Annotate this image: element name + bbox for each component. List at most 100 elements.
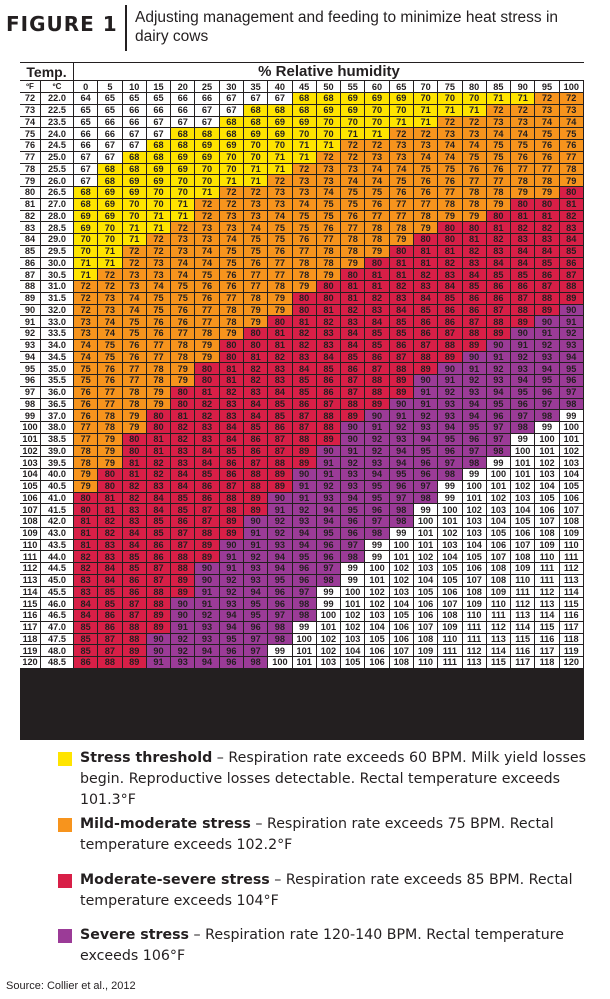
table-row: 72 22.0 64 65 65 65 66 66 67 67 67 68 68 69 69 69 70 70 70…: [20, 93, 584, 105]
thi-cell: 72: [438, 116, 463, 128]
thi-cell: 76: [98, 375, 123, 386]
thi-cell: 69: [243, 128, 269, 139]
thi-cell: 78: [74, 445, 99, 457]
thi-cell: 98: [438, 469, 463, 480]
thi-cell: 81: [122, 457, 147, 468]
thi-cell: 69: [98, 210, 123, 222]
thi-cell: 70: [122, 210, 147, 222]
temp-c-label: 35.0: [41, 363, 74, 374]
table-row: 91 33.0 73 74 75 76 76 77 78 79 80 81 82 83 84 85 86 86 87…: [20, 316, 584, 328]
thi-cell: 79: [316, 269, 342, 280]
thi-cell: 81: [365, 281, 390, 292]
thi-cell: 83: [535, 234, 560, 245]
thi-cell: 92: [486, 363, 512, 374]
thi-cell: 85: [486, 269, 512, 280]
thi-cell: 96: [413, 457, 439, 468]
thi-cell: 97: [511, 410, 536, 421]
thi-cell: 80: [486, 210, 512, 222]
table-row: 111 44.0 82 83 85 86 88 89 91 92 94 95 96 98 99 101 102 1…: [20, 551, 584, 563]
temp-f-label: 90: [20, 304, 41, 316]
temp-f-label: 117: [20, 621, 41, 633]
thi-cell: 92: [316, 480, 342, 492]
thi-cell: 89: [171, 574, 196, 586]
header-divider: [125, 5, 127, 51]
thi-cell: 75: [486, 140, 512, 151]
thi-cell: 86: [122, 574, 147, 586]
humidity-tick-label: 80: [462, 81, 487, 92]
table-row: 88 31.0 72 72 73 74 75 76 76 77 78 79 80 81 81 82 83 84 85…: [20, 281, 584, 293]
thi-cell: 86: [146, 539, 172, 551]
temp-c-label: 43.0: [41, 527, 74, 539]
thi-cell: 96: [243, 621, 269, 633]
thi-cell: 102: [438, 527, 463, 539]
thi-cell: 87: [171, 527, 196, 539]
header-row-2: ºF ºC 0 5 10 15 20 25 30 35 40 45 50 55 60 65 70 75 80 85 90…: [20, 81, 584, 93]
thi-cell: 68: [316, 93, 342, 104]
thi-cell: 86: [559, 257, 584, 269]
table-row: 83 28.5 69 70 71 71 72 73 73 74 75 75 76 77 78 78 79 80 80…: [20, 222, 584, 234]
thi-cell: 93: [316, 492, 342, 504]
thi-cell: 74: [559, 116, 584, 128]
thi-cell: 80: [98, 480, 123, 492]
thi-cell: 88: [146, 598, 172, 609]
thi-cell: 81: [413, 257, 439, 269]
humidity-tick-label: 100: [559, 81, 584, 92]
thi-cell: 88: [219, 504, 244, 515]
temp-f-label: 97: [20, 386, 41, 398]
thi-cell: 71: [341, 128, 366, 139]
temp-c-label: 35.5: [41, 375, 74, 386]
thi-cell: 79: [195, 351, 220, 363]
thi-cell: 71: [511, 93, 536, 104]
thi-cell: 82: [98, 516, 123, 527]
thi-cell: 72: [171, 222, 196, 233]
thi-cell: 88: [316, 410, 342, 421]
thi-cell: 87: [292, 422, 317, 433]
thi-cell: 82: [511, 222, 536, 233]
thi-cell: 75: [316, 198, 342, 210]
table-row: 109 43.0 81 82 84 85 87 88 89 91 92 94 95 96 98 99 101 10…: [20, 527, 584, 540]
thi-cell: 96: [341, 527, 366, 539]
legend-name: Stress threshold: [80, 750, 213, 766]
thi-cell: 104: [559, 469, 584, 480]
temp-f-label: 93: [20, 339, 41, 351]
thi-cell: 74: [195, 245, 220, 257]
thi-cell: 100: [559, 422, 584, 433]
thi-cell: 74: [438, 140, 463, 151]
table-row: 80 26.5 68 69 69 70 70 71 72 72 73 73 74 75 75 76 76 77 78…: [20, 187, 584, 199]
thi-cell: 87: [486, 304, 512, 316]
thi-cell: 76: [171, 304, 196, 316]
thi-cell: 95: [438, 433, 463, 445]
table-row: 75 24.0 66 66 67 67 68 68 68 69 69 70 70 71 71 72 72 73 73…: [20, 128, 584, 140]
thi-cell: 101: [389, 551, 414, 562]
thi-cell: 78: [462, 187, 487, 198]
thi-cell: 106: [365, 657, 390, 668]
thi-cell: 66: [98, 128, 123, 139]
thi-cell: 80: [98, 469, 123, 480]
thi-cell: 81: [171, 410, 196, 421]
thi-cell: 84: [74, 598, 99, 609]
thi-cell: 91: [316, 469, 342, 480]
thi-cell: 96: [292, 574, 317, 586]
thi-cell: 80: [243, 328, 269, 339]
thi-cell: 80: [389, 245, 414, 257]
thi-cell: 97: [559, 386, 584, 398]
thi-cell: 89: [462, 339, 487, 351]
thi-cell: 107: [535, 516, 560, 527]
thi-cell: 95: [486, 398, 512, 410]
thi-cell: 99: [316, 586, 342, 598]
temp-f-label: 105: [20, 480, 41, 492]
thi-cell: 71: [438, 104, 463, 116]
thi-cell: 102: [559, 445, 584, 457]
thi-cell: 76: [535, 151, 560, 163]
thi-cell: 108: [511, 551, 536, 562]
humidity-tick-label: 45: [292, 81, 317, 92]
thi-cell: 84: [559, 234, 584, 245]
thi-cell: 75: [146, 304, 172, 316]
thi-cell: 92: [219, 586, 244, 598]
thi-cell: 72: [98, 281, 123, 292]
table-row: 81 27.0 68 69 70 70 71 72 72 73 73 74 75 75 76 77 77 78 78…: [20, 198, 584, 211]
thi-cell: 85: [146, 516, 172, 527]
thi-cell: 93: [219, 598, 244, 609]
thi-cell: 85: [122, 563, 147, 574]
thi-cell: 102: [341, 621, 366, 633]
